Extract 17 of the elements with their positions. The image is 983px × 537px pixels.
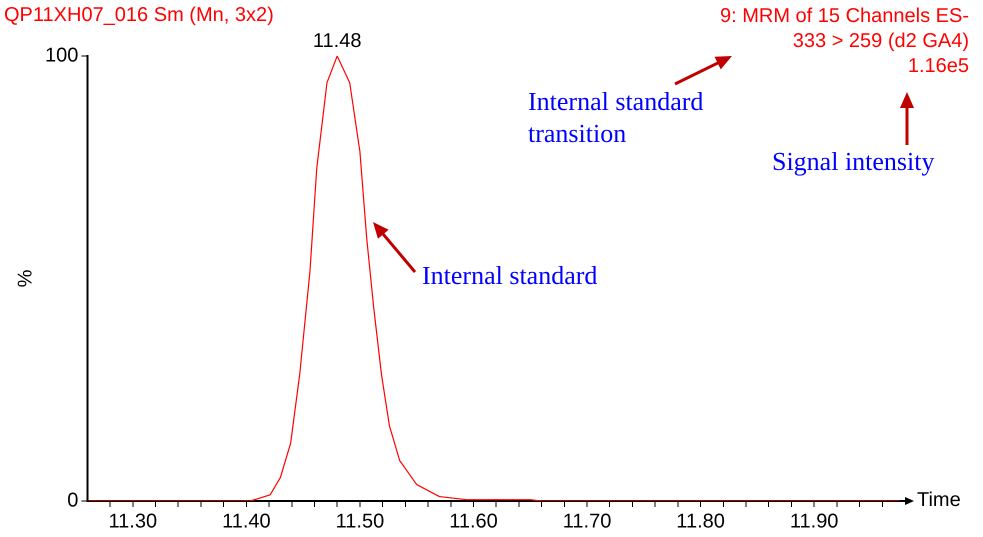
annotation: Signal intensity — [772, 146, 934, 178]
annotation: 11.48 — [312, 30, 362, 53]
x-tick-label: 11.40 — [222, 510, 271, 533]
x-axis-title: Time — [917, 489, 961, 512]
x-tick-label: 11.60 — [449, 510, 498, 533]
x-tick-label: 11.50 — [336, 510, 384, 533]
x-tick-label: 11.90 — [790, 510, 838, 533]
chart-subtitle: 9: MRM of 15 Channels ES- 333 > 259 (d2 GA4) 1.16e5 — [720, 4, 969, 79]
y-tick-label: 100 — [44, 44, 78, 67]
chart-title: QP11XH07_016 Sm (Mn, 3x2) — [4, 4, 274, 27]
x-tick-label: 11.70 — [562, 510, 612, 533]
y-tick-label: 0 — [67, 490, 78, 512]
x-tick-label: 11.80 — [676, 510, 725, 533]
annotation: Internal standard transition — [528, 86, 704, 150]
y-axis-title: % — [14, 269, 37, 288]
annotation: Internal standard — [422, 260, 598, 292]
x-tick-label: 11.30 — [108, 510, 158, 533]
